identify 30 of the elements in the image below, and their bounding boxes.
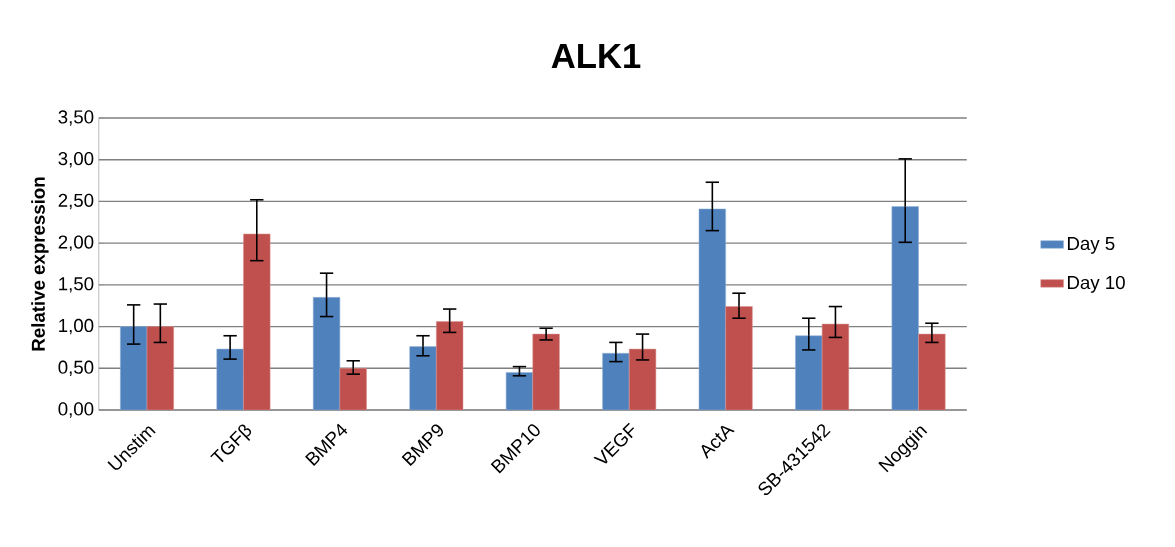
bar: [216, 348, 244, 410]
y-tick-label: 2,00: [58, 235, 94, 251]
y-tick-label: 1,50: [59, 277, 94, 293]
legend-label: Day 5: [1067, 237, 1115, 254]
y-tick-label: 0,00: [58, 402, 94, 418]
bar: [795, 335, 823, 410]
bar: [312, 297, 341, 410]
bar: [409, 346, 437, 410]
bar: [243, 233, 271, 410]
bar: [505, 372, 534, 410]
bar: [698, 208, 726, 410]
bar: [891, 206, 919, 410]
bar: [339, 368, 367, 410]
y-tick-label: 1,00: [59, 318, 94, 335]
y-axis-title: Relative expression: [31, 177, 49, 351]
chart-title: ALK1: [551, 44, 641, 68]
bar: [918, 333, 946, 410]
bar: [532, 333, 560, 410]
y-tick-label: 2,50: [58, 193, 94, 210]
bar: [436, 321, 464, 410]
bar: [146, 326, 174, 410]
bar: [821, 323, 850, 410]
y-tick-label: 3,50: [58, 110, 94, 126]
bar: [725, 306, 753, 410]
legend-label: Day 10: [1067, 275, 1125, 293]
bar: [120, 326, 148, 410]
bar: [628, 348, 657, 410]
y-tick-label: 3,00: [58, 151, 94, 168]
y-tick-label: 0,50: [58, 360, 94, 376]
bar: [602, 353, 630, 410]
